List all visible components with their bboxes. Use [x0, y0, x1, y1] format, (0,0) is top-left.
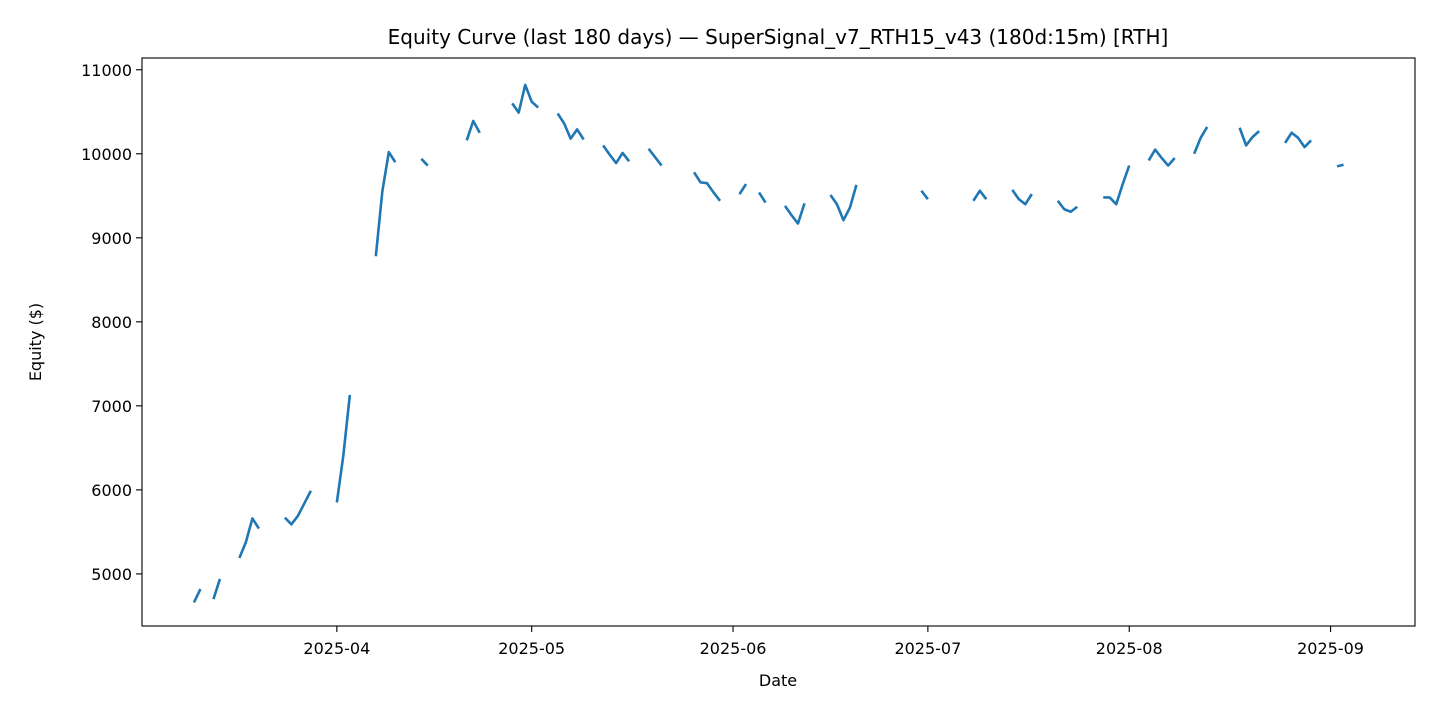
equity-line-segment — [1192, 126, 1209, 155]
y-tick-label: 10000 — [81, 145, 132, 164]
equity-line-segment — [692, 171, 722, 202]
equity-line-segment — [647, 147, 663, 167]
equity-line-segment — [192, 588, 202, 604]
equity-line-segment — [1056, 200, 1079, 214]
equity-line-segment — [283, 490, 313, 526]
y-tick-label: 11000 — [81, 61, 132, 80]
y-tick-label: 8000 — [91, 313, 132, 332]
equity-line-segment — [212, 578, 222, 600]
plot-frame — [141, 57, 1416, 627]
equity-line-segment — [972, 189, 988, 202]
equity-line-segment — [1147, 148, 1176, 167]
equity-line-segment — [420, 157, 429, 167]
equity-line-segment — [238, 517, 261, 559]
equity-line-segment — [465, 119, 481, 141]
y-tick-label: 9000 — [91, 229, 132, 248]
equity-line-segment — [374, 150, 397, 257]
x-tick-label: 2025-06 — [700, 639, 767, 658]
y-tick-label: 6000 — [91, 481, 132, 500]
y-tick-label: 5000 — [91, 565, 132, 584]
equity-line-segment — [602, 144, 631, 165]
x-tick-label: 2025-07 — [894, 639, 961, 658]
equity-line-segment — [829, 184, 858, 222]
x-tick-label: 2025-09 — [1297, 639, 1364, 658]
x-tick-label: 2025-04 — [303, 639, 370, 658]
equity-line-segment — [556, 112, 585, 141]
equity-line-segment — [757, 191, 767, 204]
equity-line-segment — [1011, 189, 1033, 206]
equity-line-segment — [1336, 163, 1344, 168]
x-tick-label: 2025-08 — [1096, 639, 1163, 658]
equity-line-segment — [1103, 165, 1131, 206]
y-axis-label: Equity ($) — [26, 303, 45, 381]
equity-line-segment — [783, 202, 806, 225]
x-axis: 2025-04 2025-05 2025-06 2025-07 2025-08 2025-… — [303, 626, 1364, 658]
equity-line-segment — [1284, 131, 1313, 149]
equity-line-segment — [738, 183, 748, 195]
x-axis-label: Date — [759, 671, 797, 690]
chart-title: Equity Curve (last 180 days) — SuperSign… — [388, 25, 1169, 49]
equity-line-segment — [335, 394, 352, 503]
equity-line-segment — [1238, 127, 1260, 147]
y-axis: 5000 6000 7000 8000 9000 10000 11000 — [81, 61, 142, 584]
equity-line-segment — [511, 83, 540, 114]
y-tick-label: 7000 — [91, 397, 132, 416]
equity-line-segment — [920, 189, 929, 200]
x-tick-label: 2025-05 — [498, 639, 565, 658]
series-group — [192, 83, 1344, 604]
